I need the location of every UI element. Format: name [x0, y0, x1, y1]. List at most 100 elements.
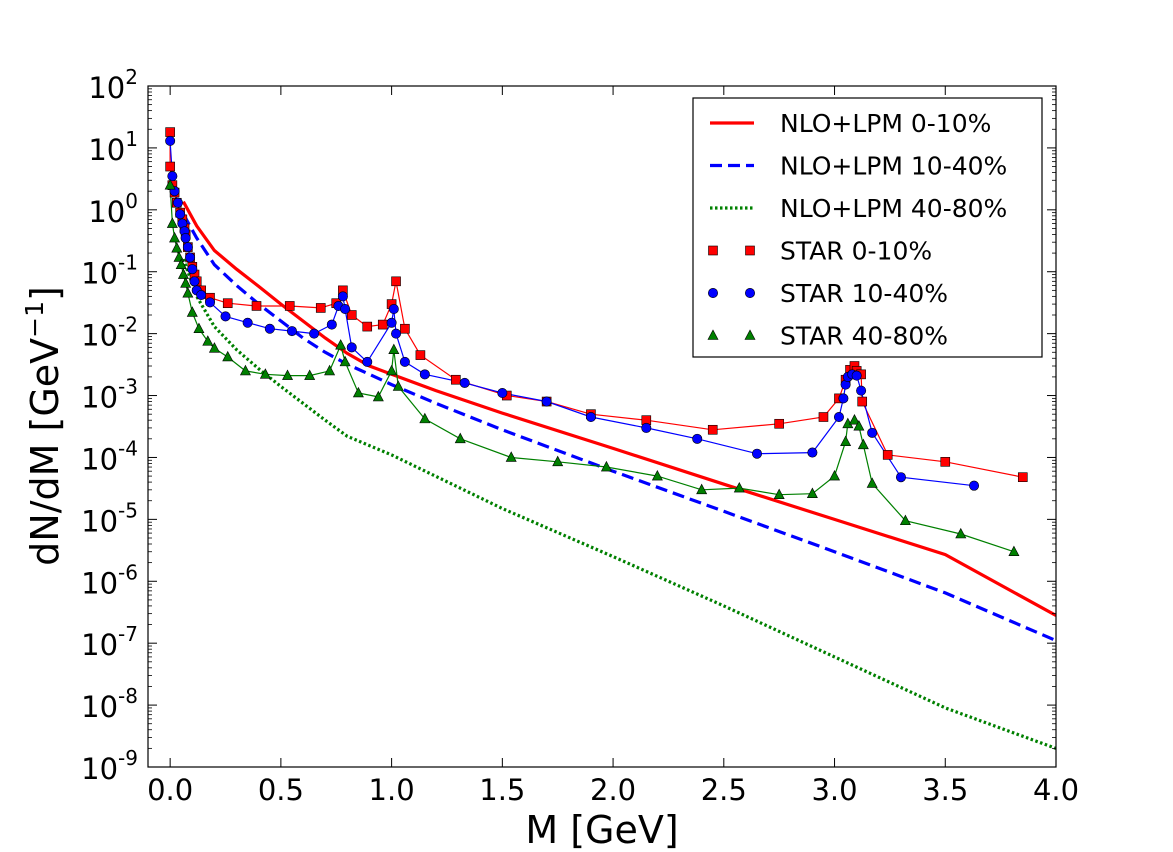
data-point-triangle — [335, 339, 347, 350]
data-point-square — [346, 310, 357, 320]
y-tick-exponent: -8 — [118, 684, 138, 708]
data-point-circle — [175, 209, 186, 220]
data-point-square — [774, 418, 784, 429]
x-tick-label: 2.5 — [701, 773, 747, 807]
data-point-triangle — [208, 342, 220, 353]
data-point-square — [222, 298, 233, 309]
data-point-triangle — [193, 322, 205, 334]
y-axis-label-exponent: −1 — [20, 301, 49, 338]
data-point-triangle — [386, 364, 398, 376]
data-point-triangle — [164, 179, 176, 190]
data-point-circle — [419, 369, 430, 380]
data-point-circle — [585, 412, 596, 423]
y-tick-exponent: 1 — [125, 127, 138, 151]
legend-label: STAR 40-80% — [780, 322, 948, 351]
y-tick-label: 10-5 — [81, 498, 138, 538]
y-tick-exponent: -9 — [118, 746, 138, 770]
x-tick-label: 3.0 — [811, 773, 857, 807]
data-point-circle — [242, 317, 253, 328]
legend-marker-square — [708, 245, 718, 256]
data-point-triangle — [166, 217, 178, 228]
y-tick-base: 10 — [81, 752, 118, 786]
legend: NLO+LPM 0-10% NLO+LPM 10-40% NLO+LPM 40-80… — [692, 97, 1043, 358]
data-point-triangle — [388, 343, 400, 355]
data-point-triangle — [600, 460, 612, 472]
data-point-square — [400, 323, 410, 334]
legend-marker-square — [745, 245, 755, 256]
data-point-square — [251, 301, 262, 311]
data-point-circle — [459, 377, 470, 388]
x-axis-label: M [GeV] — [525, 808, 678, 852]
data-point-circle — [807, 447, 818, 458]
x-tick-label: 2.0 — [590, 773, 636, 807]
data-point-triangle — [866, 477, 878, 488]
y-tick-base: 10 — [81, 319, 118, 353]
series-line-3 — [181, 258, 1056, 750]
y-tick-base: 10 — [88, 195, 125, 229]
data-point-circle — [692, 433, 703, 444]
data-point-circle — [264, 323, 275, 334]
data-point-square — [377, 319, 388, 330]
data-point-triangle — [182, 287, 194, 298]
data-point-circle — [220, 311, 231, 322]
legend-marker-triangle — [744, 329, 756, 340]
legend-marker-triangle — [707, 329, 719, 340]
y-tick-base: 10 — [81, 504, 118, 538]
data-point-circle — [362, 356, 373, 367]
data-point-triangle — [806, 487, 818, 498]
data-point-circle — [205, 297, 216, 308]
data-point-triangle — [392, 380, 404, 391]
y-tick-label: 102 — [88, 65, 138, 105]
y-tick-label: 10-2 — [81, 313, 138, 353]
data-point-circle — [867, 427, 878, 438]
data-point-circle — [752, 448, 763, 459]
y-axis-label-close: ] — [23, 286, 67, 301]
data-point-circle — [165, 135, 176, 146]
data-point-circle — [196, 290, 207, 301]
data-point-circle — [541, 396, 552, 407]
y-axis-label-main: dN/dM [GeV — [23, 338, 67, 566]
data-point-square — [165, 161, 175, 172]
data-point-triangle — [829, 469, 841, 481]
data-point-circle — [641, 422, 652, 433]
y-tick-label: 10-7 — [81, 622, 138, 662]
y-tick-exponent: 0 — [125, 189, 138, 213]
data-point-triangle — [239, 364, 251, 376]
data-point-circle — [838, 393, 849, 404]
legend-label: NLO+LPM 40-80% — [780, 194, 1007, 223]
data-point-square — [415, 350, 426, 360]
data-point-circle — [833, 412, 844, 423]
y-tick-label: 10-1 — [81, 251, 138, 291]
legend-marker-circle — [744, 287, 755, 298]
data-point-square — [818, 412, 829, 422]
y-tick-exponent: -7 — [118, 622, 138, 646]
legend-label: STAR 0-10% — [780, 237, 932, 266]
tick-layer: 0.0 0.5 1.0 1.5 2.0 2.5 3.0 3.5 4.010210110010-1… — [81, 65, 1079, 807]
data-point-triangle — [955, 527, 967, 539]
data-point-circle — [856, 385, 867, 396]
marker-layer — [164, 127, 1028, 557]
data-point-square — [391, 276, 401, 287]
data-point-triangle — [853, 420, 865, 431]
data-point-triangle — [773, 488, 785, 500]
data-point-circle — [189, 276, 200, 287]
data-point-circle — [187, 264, 198, 275]
data-point-square — [165, 127, 175, 137]
data-point-square — [362, 321, 373, 332]
legend-entry: STAR 40-80% — [707, 322, 948, 351]
data-point-square — [284, 301, 295, 311]
y-tick-base: 10 — [81, 257, 118, 291]
data-point-triangle — [505, 451, 517, 462]
legend-label: NLO+LPM 0-10% — [780, 109, 991, 138]
data-point-square — [940, 457, 951, 467]
data-point-triangle — [177, 268, 189, 279]
data-point-triangle — [372, 390, 384, 402]
legend-entry: NLO+LPM 10-40% — [710, 152, 1007, 181]
y-tick-label: 10-6 — [81, 560, 138, 600]
y-tick-label: 100 — [88, 189, 138, 229]
data-point-square — [1017, 472, 1028, 482]
data-point-circle — [969, 480, 980, 491]
data-point-triangle — [180, 277, 192, 288]
y-tick-base: 10 — [81, 628, 118, 662]
